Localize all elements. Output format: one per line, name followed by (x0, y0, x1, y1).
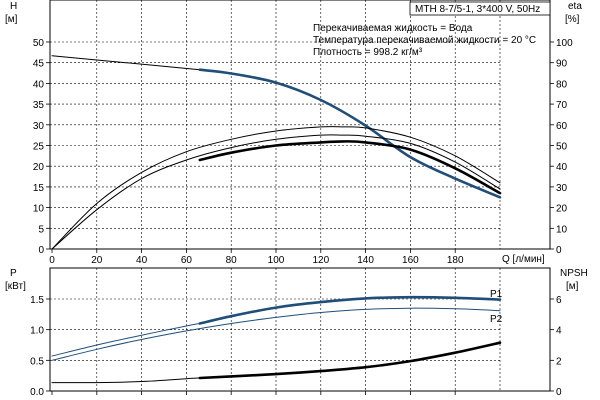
left-tick-label: 1.5 (30, 295, 44, 306)
right-tick-label: 60 (556, 121, 568, 132)
right-axis-label-npsh: NPSH (560, 268, 588, 279)
x-axis-label: Q [л/мин] (502, 254, 545, 265)
chart-title: MTH 8-7/5-1, 3*400 V, 50Hz (415, 4, 540, 15)
right-axis-unit-npsh: [м] (566, 281, 579, 292)
series-line-1-2 (51, 307, 501, 361)
title-box (409, 1, 551, 16)
series-line-0-2 (51, 126, 501, 250)
x-tick-label: 20 (91, 255, 103, 266)
left-tick-label: 10 (33, 204, 45, 215)
left-tick-label: 0.0 (30, 387, 44, 398)
series-label-p1: P1 (490, 289, 503, 300)
right-tick-label: 10 (556, 224, 568, 235)
left-tick-label: 15 (33, 183, 45, 194)
right-tick-label: 30 (556, 183, 568, 194)
grid (50, 0, 501, 391)
info-temperature: Температура перекачиваемой жидкости = 20… (313, 35, 536, 46)
x-tick-label: 180 (447, 255, 464, 266)
series (51, 55, 502, 384)
series-line-1-1 (198, 295, 502, 325)
left-tick-label: 45 (33, 59, 45, 70)
x-tick-label: 120 (312, 255, 329, 266)
series-line-0-0 (51, 55, 201, 71)
left-tick-label: 0.5 (30, 356, 44, 367)
left-axis-label-p: P (10, 268, 17, 279)
info-liquid: Перекачиваемая жидкость = Вода (313, 23, 473, 34)
left-tick-label: 1.0 (30, 326, 44, 337)
right-tick-label: 50 (556, 142, 568, 153)
left-tick-label: 50 (33, 38, 45, 49)
series-line-1-0 (51, 323, 201, 357)
right-tick-label: 4 (556, 326, 562, 337)
right-tick-label: 100 (556, 38, 573, 49)
right-tick-label: 20 (556, 204, 568, 215)
left-axis-unit-p: [кВт] (5, 281, 26, 292)
right-tick-label: 0 (556, 245, 562, 256)
left-tick-label: 30 (33, 121, 45, 132)
series-line-1-4 (198, 341, 502, 380)
x-tick-label: 140 (357, 255, 374, 266)
left-tick-label: 40 (33, 79, 45, 90)
right-tick-label: 40 (556, 162, 568, 173)
series-line-1-3 (51, 377, 201, 384)
x-tick-label: 60 (181, 255, 193, 266)
left-tick-label: 5 (38, 224, 44, 235)
right-tick-label: 70 (556, 100, 568, 111)
left-tick-label: 25 (33, 142, 45, 153)
series-line-0-3 (51, 134, 501, 250)
right-axis-label-eta: eta (568, 1, 582, 12)
right-axis-unit-eta: [%] (565, 14, 580, 25)
x-tick-label: 160 (402, 255, 419, 266)
info-density: Плотность = 998.2 кг/м³ (313, 47, 423, 58)
left-axis-unit-h: [м] (5, 14, 18, 25)
axis-ticks: 0 20 40 60 80 100 120 140 160 1800510152025303540… (30, 38, 573, 398)
right-tick-label: 0 (556, 387, 562, 398)
series-line-0-4 (198, 140, 502, 195)
x-tick-label: 0 (49, 255, 55, 266)
right-tick-label: 90 (556, 59, 568, 70)
right-tick-label: 2 (556, 356, 562, 367)
right-tick-label: 6 (556, 295, 562, 306)
left-tick-label: 20 (33, 162, 45, 173)
series-label-p2: P2 (490, 314, 503, 325)
left-tick-label: 35 (33, 100, 45, 111)
x-tick-label: 80 (226, 255, 238, 266)
right-tick-label: 80 (556, 79, 568, 90)
x-tick-label: 40 (136, 255, 148, 266)
x-tick-label: 100 (268, 255, 285, 266)
left-tick-label: 0 (38, 245, 44, 256)
series-line-0-1 (198, 68, 502, 199)
left-axis-label-h: H (10, 1, 17, 12)
